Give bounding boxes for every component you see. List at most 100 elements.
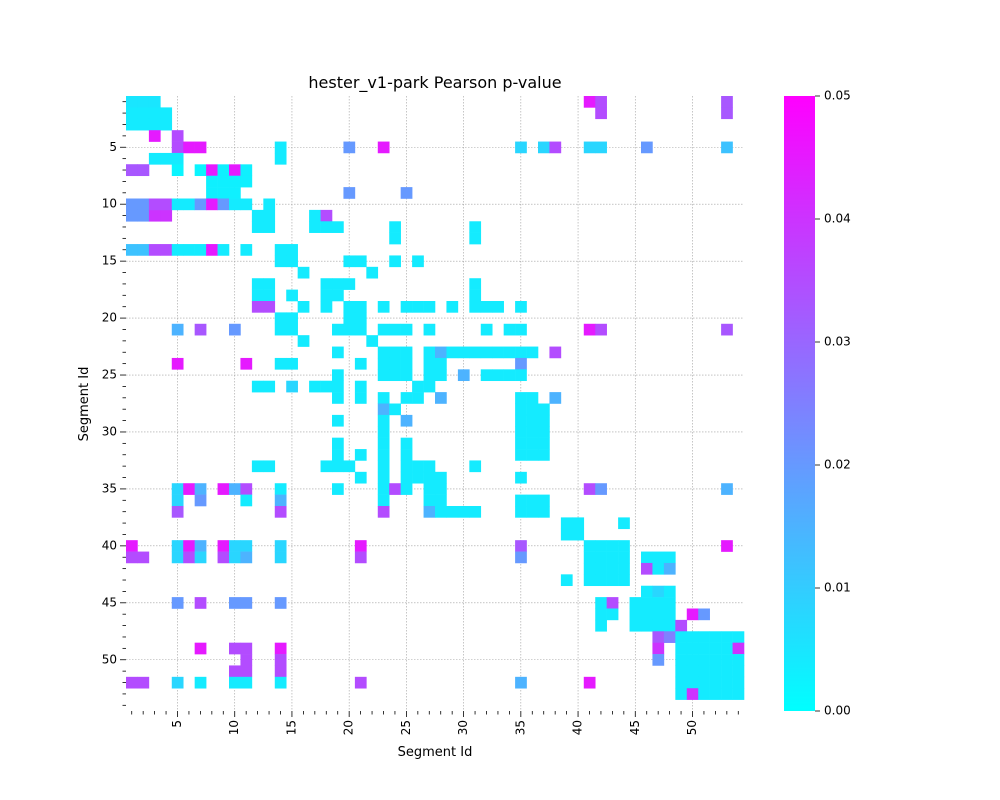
colorbar-tick-label: 0.05: [824, 89, 851, 103]
heatmap-cell: [332, 323, 344, 336]
heatmap-cell: [595, 96, 607, 108]
heatmap-cell: [274, 654, 287, 666]
heatmap-cell: [732, 642, 745, 655]
heatmap-cell: [263, 380, 276, 393]
heatmap-cell: [400, 471, 413, 484]
heatmap-cell: [274, 323, 287, 336]
heatmap-cell: [538, 449, 550, 461]
heatmap-cell: [377, 426, 390, 438]
heatmap-cell: [469, 289, 482, 302]
heatmap-cell: [526, 403, 539, 416]
heatmap-cell: [274, 141, 287, 154]
heatmap-cell: [206, 175, 218, 188]
heatmap-cell: [148, 152, 161, 165]
heatmap-cell: [515, 414, 527, 427]
heatmap-cell: [469, 278, 482, 290]
heatmap-cell: [194, 483, 207, 495]
heatmap-cell: [572, 517, 585, 530]
heatmap-cell: [126, 96, 138, 108]
heatmap-cell: [217, 164, 230, 177]
heatmap-cell: [171, 540, 184, 552]
heatmap-cell: [274, 597, 287, 609]
heatmap-cell: [332, 460, 344, 473]
heatmap-cell: [595, 107, 607, 120]
heatmap-cell: [492, 301, 504, 313]
heatmap-cell: [229, 676, 241, 689]
x-tick-label: 45: [628, 720, 642, 735]
heatmap-cell: [354, 676, 367, 689]
heatmap-cell: [377, 494, 390, 507]
heatmap-cell: [663, 619, 676, 632]
heatmap-cell: [595, 483, 607, 495]
heatmap-cell: [652, 562, 665, 575]
heatmap-cell: [457, 369, 470, 382]
colorbar-tick-label: 0.03: [824, 335, 851, 349]
heatmap-cell: [137, 198, 150, 211]
heatmap-cell: [274, 540, 287, 552]
heatmap-cell: [606, 551, 619, 564]
heatmap-cell: [206, 164, 218, 177]
heatmap-cell: [332, 346, 344, 359]
heatmap-cell: [412, 380, 424, 393]
heatmap-cell: [732, 676, 745, 689]
heatmap-cell: [148, 244, 161, 256]
heatmap-cell: [721, 96, 733, 108]
heatmap-cell: [412, 255, 424, 268]
heatmap-cell: [320, 380, 333, 393]
heatmap-cell: [400, 449, 413, 461]
heatmap-cell: [515, 369, 527, 382]
heatmap-cell: [332, 369, 344, 382]
heatmap-cell: [709, 676, 722, 689]
heatmap-cell: [148, 118, 161, 131]
y-tick-label: 30: [102, 424, 117, 438]
heatmap-cell: [652, 654, 665, 666]
heatmap-cell: [148, 209, 161, 222]
heatmap-cell: [160, 118, 173, 131]
colorbar-tick-label: 0.04: [824, 212, 851, 226]
heatmap-cell: [400, 357, 413, 370]
heatmap-cell: [263, 278, 276, 290]
heatmap-cell: [354, 551, 367, 564]
heatmap-cell: [526, 392, 539, 404]
heatmap-cell: [698, 665, 710, 678]
heatmap-cell: [663, 631, 676, 643]
x-tick-label: 40: [571, 720, 585, 735]
heatmap-cell: [652, 608, 665, 621]
heatmap-cell: [126, 540, 138, 552]
heatmap-cell: [629, 608, 642, 621]
heatmap-cell: [240, 551, 253, 564]
heatmap-cell: [412, 301, 424, 313]
heatmap-cell: [469, 232, 482, 245]
heatmap-cell: [709, 665, 722, 678]
heatmap-cell: [137, 676, 150, 689]
heatmap-cell: [240, 483, 253, 495]
colorbar-ticks: 0.00 0.01 0.02 0.03 0.04 0.05: [815, 89, 851, 718]
heatmap-cell: [652, 585, 665, 598]
heatmap-cell: [251, 221, 264, 233]
heatmap-cell: [274, 244, 287, 256]
heatmap-cell: [377, 449, 390, 461]
heatmap-cell: [148, 198, 161, 211]
heatmap-cell: [126, 551, 138, 564]
heatmap-cell: [560, 528, 573, 541]
heatmap-cell: [194, 323, 207, 336]
heatmap-cell: [309, 209, 321, 222]
heatmap-cell: [538, 506, 550, 518]
heatmap-cell: [641, 141, 653, 154]
heatmap-cell: [206, 244, 218, 256]
heatmap-cell: [217, 551, 230, 564]
heatmap-cell: [652, 597, 665, 609]
heatmap-cell: [641, 619, 653, 632]
x-tick-label: 15: [284, 720, 298, 735]
heatmap-cell: [309, 221, 321, 233]
heatmap-cell: [423, 301, 436, 313]
heatmap-cell: [503, 323, 516, 336]
heatmap-cell: [217, 244, 230, 256]
heatmap-cell: [229, 198, 241, 211]
heatmap-cell: [240, 494, 253, 507]
heatmap-cell: [469, 346, 482, 359]
heatmap-cell: [595, 619, 607, 632]
heatmap-cell: [435, 494, 447, 507]
heatmap-cell: [297, 301, 310, 313]
heatmap-cell: [469, 506, 482, 518]
